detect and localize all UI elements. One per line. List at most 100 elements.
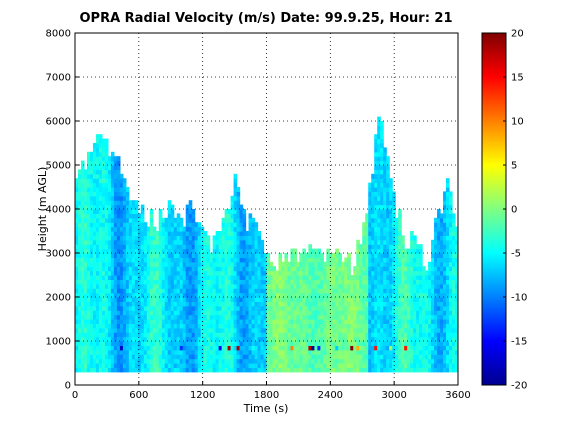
heatmap-cell bbox=[368, 314, 372, 320]
heatmap-cell bbox=[95, 156, 100, 162]
heatmap-cell bbox=[194, 367, 199, 373]
heatmap-cell bbox=[182, 314, 187, 320]
heatmap-cell bbox=[119, 182, 124, 188]
heatmap-cell bbox=[179, 266, 184, 272]
heatmap-cell bbox=[317, 305, 321, 311]
heatmap-cell bbox=[95, 173, 100, 179]
heatmap-cell bbox=[356, 275, 360, 280]
heatmap-cell bbox=[236, 279, 241, 285]
heatmap-cell bbox=[251, 283, 256, 289]
heatmap-cell bbox=[224, 253, 229, 258]
heatmap-cell bbox=[89, 297, 94, 302]
heatmap-cell bbox=[374, 134, 378, 140]
heatmap-cell bbox=[185, 270, 190, 276]
heatmap-cell bbox=[164, 349, 169, 355]
heatmap-cell bbox=[146, 231, 151, 236]
heatmap-cell bbox=[419, 248, 423, 254]
heatmap-cell bbox=[446, 297, 450, 302]
heatmap-cell bbox=[392, 297, 396, 302]
heatmap-cell bbox=[446, 367, 450, 373]
heatmap-cell bbox=[233, 292, 238, 298]
heatmap-cell bbox=[113, 165, 118, 170]
heatmap-cell bbox=[437, 341, 441, 346]
heatmap-cell bbox=[452, 349, 456, 355]
heatmap-cell bbox=[197, 354, 202, 360]
heatmap-cell bbox=[383, 270, 387, 276]
heatmap-cell bbox=[107, 367, 112, 373]
heatmap-cell bbox=[332, 336, 336, 342]
heatmap-cell bbox=[392, 248, 396, 254]
heatmap-cell bbox=[317, 319, 321, 324]
heatmap-cell bbox=[224, 358, 229, 364]
heatmap-cell bbox=[164, 367, 169, 373]
heatmap-cell bbox=[176, 257, 181, 263]
heatmap-cell bbox=[437, 305, 441, 311]
heatmap-cell bbox=[419, 354, 423, 360]
heatmap-cell bbox=[443, 275, 447, 280]
heatmap-cell bbox=[254, 231, 259, 236]
heatmap-cell bbox=[371, 257, 375, 263]
heatmap-cell bbox=[374, 156, 378, 162]
heatmap-cell bbox=[176, 248, 181, 254]
heatmap-cell bbox=[170, 349, 175, 355]
heatmap-cell bbox=[107, 239, 112, 245]
heatmap-cell bbox=[95, 244, 100, 250]
heatmap-cell bbox=[176, 288, 181, 294]
heatmap-cell bbox=[395, 297, 399, 302]
heatmap-cell bbox=[314, 332, 318, 338]
heatmap-cell bbox=[341, 310, 345, 316]
heatmap-cell bbox=[329, 275, 333, 280]
heatmap-cell bbox=[101, 367, 106, 373]
heatmap-cell bbox=[77, 222, 82, 228]
heatmap-cell bbox=[353, 275, 357, 280]
heatmap-cell bbox=[176, 283, 181, 289]
heatmap-cell bbox=[116, 261, 121, 267]
heatmap-cell bbox=[167, 239, 172, 245]
heatmap-cell bbox=[401, 310, 405, 316]
heatmap-cell bbox=[323, 314, 327, 320]
heatmap-cell bbox=[95, 358, 100, 364]
heatmap-cell bbox=[371, 261, 375, 267]
heatmap-cell bbox=[287, 332, 292, 338]
heatmap-cell bbox=[155, 244, 160, 250]
heatmap-cell bbox=[371, 195, 375, 201]
heatmap-cell bbox=[371, 239, 375, 245]
heatmap-cell bbox=[398, 244, 402, 250]
heatmap-cell bbox=[170, 226, 175, 232]
heatmap-cell bbox=[80, 222, 85, 228]
heatmap-cell bbox=[251, 257, 256, 263]
heatmap-cell bbox=[413, 367, 417, 373]
heatmap-cell bbox=[311, 358, 315, 364]
heatmap-cell bbox=[161, 301, 166, 307]
heatmap-cell bbox=[440, 244, 444, 250]
heatmap-cell bbox=[413, 253, 417, 258]
heatmap-cell bbox=[263, 257, 268, 263]
heatmap-cell bbox=[92, 178, 97, 184]
heatmap-cell bbox=[122, 187, 127, 192]
heatmap-cell bbox=[188, 349, 193, 355]
heatmap-cell bbox=[359, 327, 363, 333]
heatmap-cell bbox=[194, 283, 199, 289]
heatmap-cell bbox=[116, 257, 121, 263]
heatmap-cell bbox=[326, 332, 330, 338]
heatmap-cell bbox=[416, 358, 420, 364]
heatmap-cell bbox=[308, 327, 312, 333]
heatmap-cell bbox=[377, 327, 381, 333]
heatmap-cell bbox=[380, 367, 384, 373]
heatmap-cell bbox=[248, 226, 253, 232]
heatmap-cell bbox=[80, 209, 85, 214]
heatmap-cell bbox=[296, 297, 301, 302]
heatmap-cell bbox=[242, 266, 247, 272]
heatmap-cell bbox=[107, 275, 112, 280]
heatmap-cell bbox=[317, 345, 321, 351]
heatmap-cell bbox=[251, 288, 256, 294]
heatmap-cell bbox=[311, 301, 315, 307]
heatmap-cell bbox=[110, 283, 115, 289]
heatmap-cell bbox=[455, 345, 458, 351]
heatmap-cell bbox=[371, 292, 375, 298]
heatmap-cell bbox=[257, 257, 262, 263]
heatmap-cell bbox=[209, 266, 214, 272]
heatmap-cell bbox=[272, 288, 277, 294]
heatmap-cell bbox=[251, 297, 256, 302]
heatmap-cell bbox=[245, 288, 250, 294]
